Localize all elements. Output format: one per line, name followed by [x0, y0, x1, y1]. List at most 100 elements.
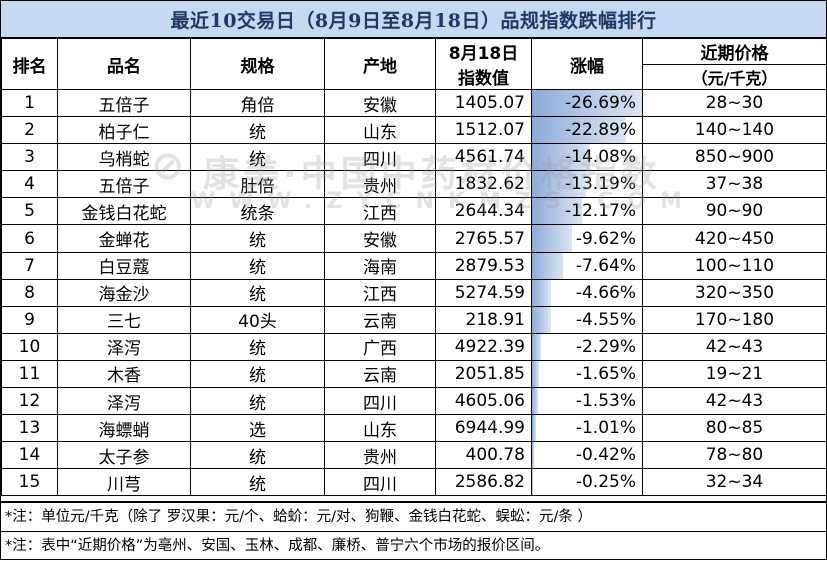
- header-name: 品名: [57, 38, 191, 90]
- cell-name: 乌梢蛇: [57, 143, 191, 172]
- change-bar: [532, 171, 587, 197]
- cell-name: 五倍子: [57, 170, 191, 199]
- cell-index: 4605.06: [435, 387, 532, 416]
- cell-rank: 11: [1, 359, 58, 389]
- header-index: 8月18日 指数值: [435, 38, 532, 90]
- cell-name: 太子参: [57, 441, 191, 470]
- cell-index: 6944.99: [435, 414, 532, 443]
- cell-price: 850~900: [642, 143, 827, 172]
- cell-spec: 统: [190, 468, 325, 497]
- cell-origin: 广西: [324, 332, 436, 361]
- cell-price: 420~450: [642, 224, 827, 253]
- cell-rank: 2: [1, 116, 58, 145]
- table-row: 7 白豆蔻统海南 2879.53 -7.64% 100~110: [1, 251, 827, 280]
- change-bar: [532, 280, 552, 306]
- cell-rank: 13: [1, 414, 58, 443]
- cell-origin: 云南: [324, 305, 436, 334]
- cell-price: 78~80: [642, 441, 827, 470]
- change-text: -1.65%: [575, 363, 636, 384]
- cell-change: -22.89%: [531, 116, 643, 145]
- cell-origin: 云南: [324, 359, 436, 389]
- cell-name: 川芎: [57, 468, 191, 497]
- notes: *注：单位元/千克（除了 罗汉果：元/个、蛤蚧：元/对、狗鞭、金钱白花蛇、蜈蚣：…: [1, 501, 826, 561]
- cell-price: 80~85: [642, 414, 827, 443]
- cell-price: 90~90: [642, 197, 827, 226]
- change-text: -22.89%: [565, 120, 636, 141]
- cell-change: -7.64%: [531, 251, 643, 280]
- cell-change: -14.08%: [531, 143, 643, 172]
- change-text: -2.29%: [575, 336, 636, 357]
- cell-name: 白豆蔻: [57, 251, 191, 280]
- cell-spec: 统: [190, 224, 325, 253]
- change-bar: [532, 117, 627, 143]
- cell-name: 金蝉花: [57, 224, 191, 253]
- cell-spec: 统: [190, 387, 325, 416]
- cell-price: 28~30: [642, 88, 827, 118]
- cell-change: -4.66%: [531, 278, 643, 307]
- table-row: 8 海金沙统江西 5274.59 -4.66% 320~350: [1, 278, 827, 307]
- cell-rank: 4: [1, 170, 58, 199]
- cell-index: 2051.85: [435, 359, 532, 389]
- table-row: 13 海螵蛸选山东 6944.99 -1.01% 80~85: [1, 414, 827, 443]
- header-rank: 排名: [1, 38, 58, 90]
- cell-name: 金钱白花蛇: [57, 197, 191, 226]
- cell-change: -26.69%: [531, 88, 643, 118]
- change-text: -1.53%: [575, 391, 636, 412]
- cell-index: 400.78: [435, 441, 532, 470]
- cell-spec: 统: [190, 143, 325, 172]
- cell-change: -9.62%: [531, 224, 643, 253]
- cell-origin: 四川: [324, 468, 436, 497]
- cell-index: 2644.34: [435, 197, 532, 226]
- change-bar: [532, 388, 539, 414]
- cell-rank: 14: [1, 441, 58, 470]
- cell-rank: 6: [1, 224, 58, 253]
- cell-name: 三七: [57, 305, 191, 334]
- cell-index: 1512.07: [435, 116, 532, 145]
- cell-index: 5274.59: [435, 278, 532, 307]
- change-text: -9.62%: [575, 228, 636, 249]
- table-row: 2 柏子仁统山东 1512.07 -22.89% 140~140: [1, 116, 827, 145]
- cell-rank: 10: [1, 332, 58, 361]
- cell-rank: 7: [1, 251, 58, 280]
- cell-spec: 角倍: [190, 88, 325, 118]
- cell-origin: 江西: [324, 278, 436, 307]
- change-bar: [532, 442, 534, 468]
- change-bar: [532, 90, 642, 116]
- change-text: -0.42%: [575, 445, 636, 466]
- cell-change: -0.25%: [531, 468, 643, 497]
- header-change: 涨幅: [531, 38, 643, 90]
- cell-origin: 安徽: [324, 224, 436, 253]
- change-bar: [532, 361, 539, 387]
- cell-price: 140~140: [642, 116, 827, 145]
- header-index-line2: 指数值: [458, 69, 509, 89]
- cell-price: 170~180: [642, 305, 827, 334]
- cell-index: 218.91: [435, 305, 532, 334]
- cell-name: 木香: [57, 359, 191, 389]
- change-text: -13.19%: [565, 174, 636, 195]
- table-row: 15 川芎统四川 2586.82 -0.25% 32~34: [1, 468, 827, 497]
- cell-rank: 12: [1, 387, 58, 416]
- cell-change: -4.55%: [531, 305, 643, 334]
- table-row: 5 金钱白花蛇 统条 江西 2644.34 -12.17% 90~90: [1, 197, 827, 226]
- change-text: -0.25%: [575, 472, 636, 493]
- cell-spec: 统: [190, 251, 325, 280]
- cell-index: 1832.62: [435, 170, 532, 199]
- header-index-line1: 8月18日: [448, 44, 519, 64]
- cell-price: 100~110: [642, 251, 827, 280]
- cell-change: -12.17%: [531, 197, 643, 226]
- cell-origin: 贵州: [324, 441, 436, 470]
- cell-spec: 40头: [190, 305, 325, 334]
- change-bar: [532, 225, 572, 252]
- header-origin: 产地: [324, 38, 436, 90]
- cell-spec: 统: [190, 116, 325, 145]
- cell-origin: 山东: [324, 414, 436, 443]
- cell-name: 泽泻: [57, 387, 191, 416]
- cell-change: -1.01%: [531, 414, 643, 443]
- cell-price: 320~350: [642, 278, 827, 307]
- table-row: 6 金蝉花统安徽 2765.57 -9.62% 420~450: [1, 224, 827, 253]
- cell-spec: 统条: [190, 197, 325, 226]
- change-bar: [532, 334, 542, 360]
- cell-rank: 15: [1, 468, 58, 497]
- cell-name: 柏子仁: [57, 116, 191, 145]
